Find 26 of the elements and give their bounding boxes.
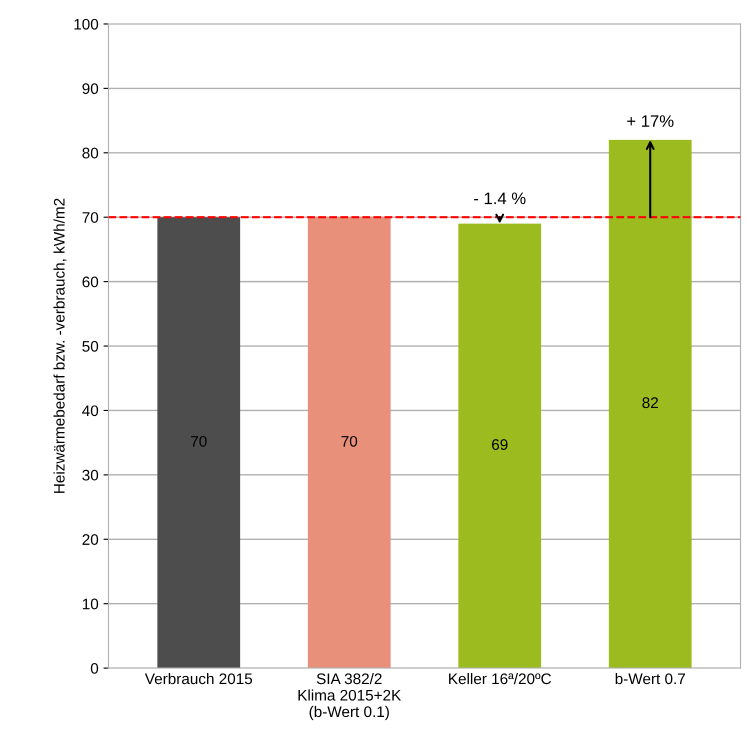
annotation: + 17% — [627, 115, 674, 127]
y-tick-label: 90 — [82, 83, 98, 94]
y-tick-label: 10 — [82, 598, 98, 610]
y-tick-label: 50 — [82, 340, 98, 352]
y-tick-label: 100 — [74, 18, 98, 30]
data-label: 70 — [191, 436, 207, 447]
bar — [157, 217, 240, 668]
annotation: - 1.4 % — [474, 192, 526, 204]
y-tick-label: 30 — [82, 470, 98, 481]
bar — [608, 140, 692, 668]
x-tick-label: Keller 16ª/20ºC — [449, 672, 552, 684]
y-axis-title: Heizwärmebedarf bzw. -verbrauch, kWh/m2 — [53, 198, 66, 493]
data-label: 70 — [342, 436, 358, 447]
y-tick-label: 70 — [82, 212, 98, 223]
data-label: 69 — [492, 439, 508, 450]
bar — [458, 224, 542, 668]
y-tick-label: 0 — [90, 662, 98, 674]
data-label: 82 — [642, 397, 658, 408]
x-tick-label: b-Wert 0.7 — [616, 672, 685, 684]
y-tick-label: 40 — [82, 405, 98, 416]
y-tick-label: 20 — [82, 534, 98, 545]
bar — [308, 217, 391, 668]
x-tick-label: Verbrauch 2015 — [144, 672, 252, 684]
y-tick-label: 80 — [82, 148, 98, 158]
x-tick-label: SIA 382/2 Klima 2015+2K (b-Wert 0.1) — [298, 672, 402, 720]
y-tick-label: 60 — [82, 276, 98, 288]
